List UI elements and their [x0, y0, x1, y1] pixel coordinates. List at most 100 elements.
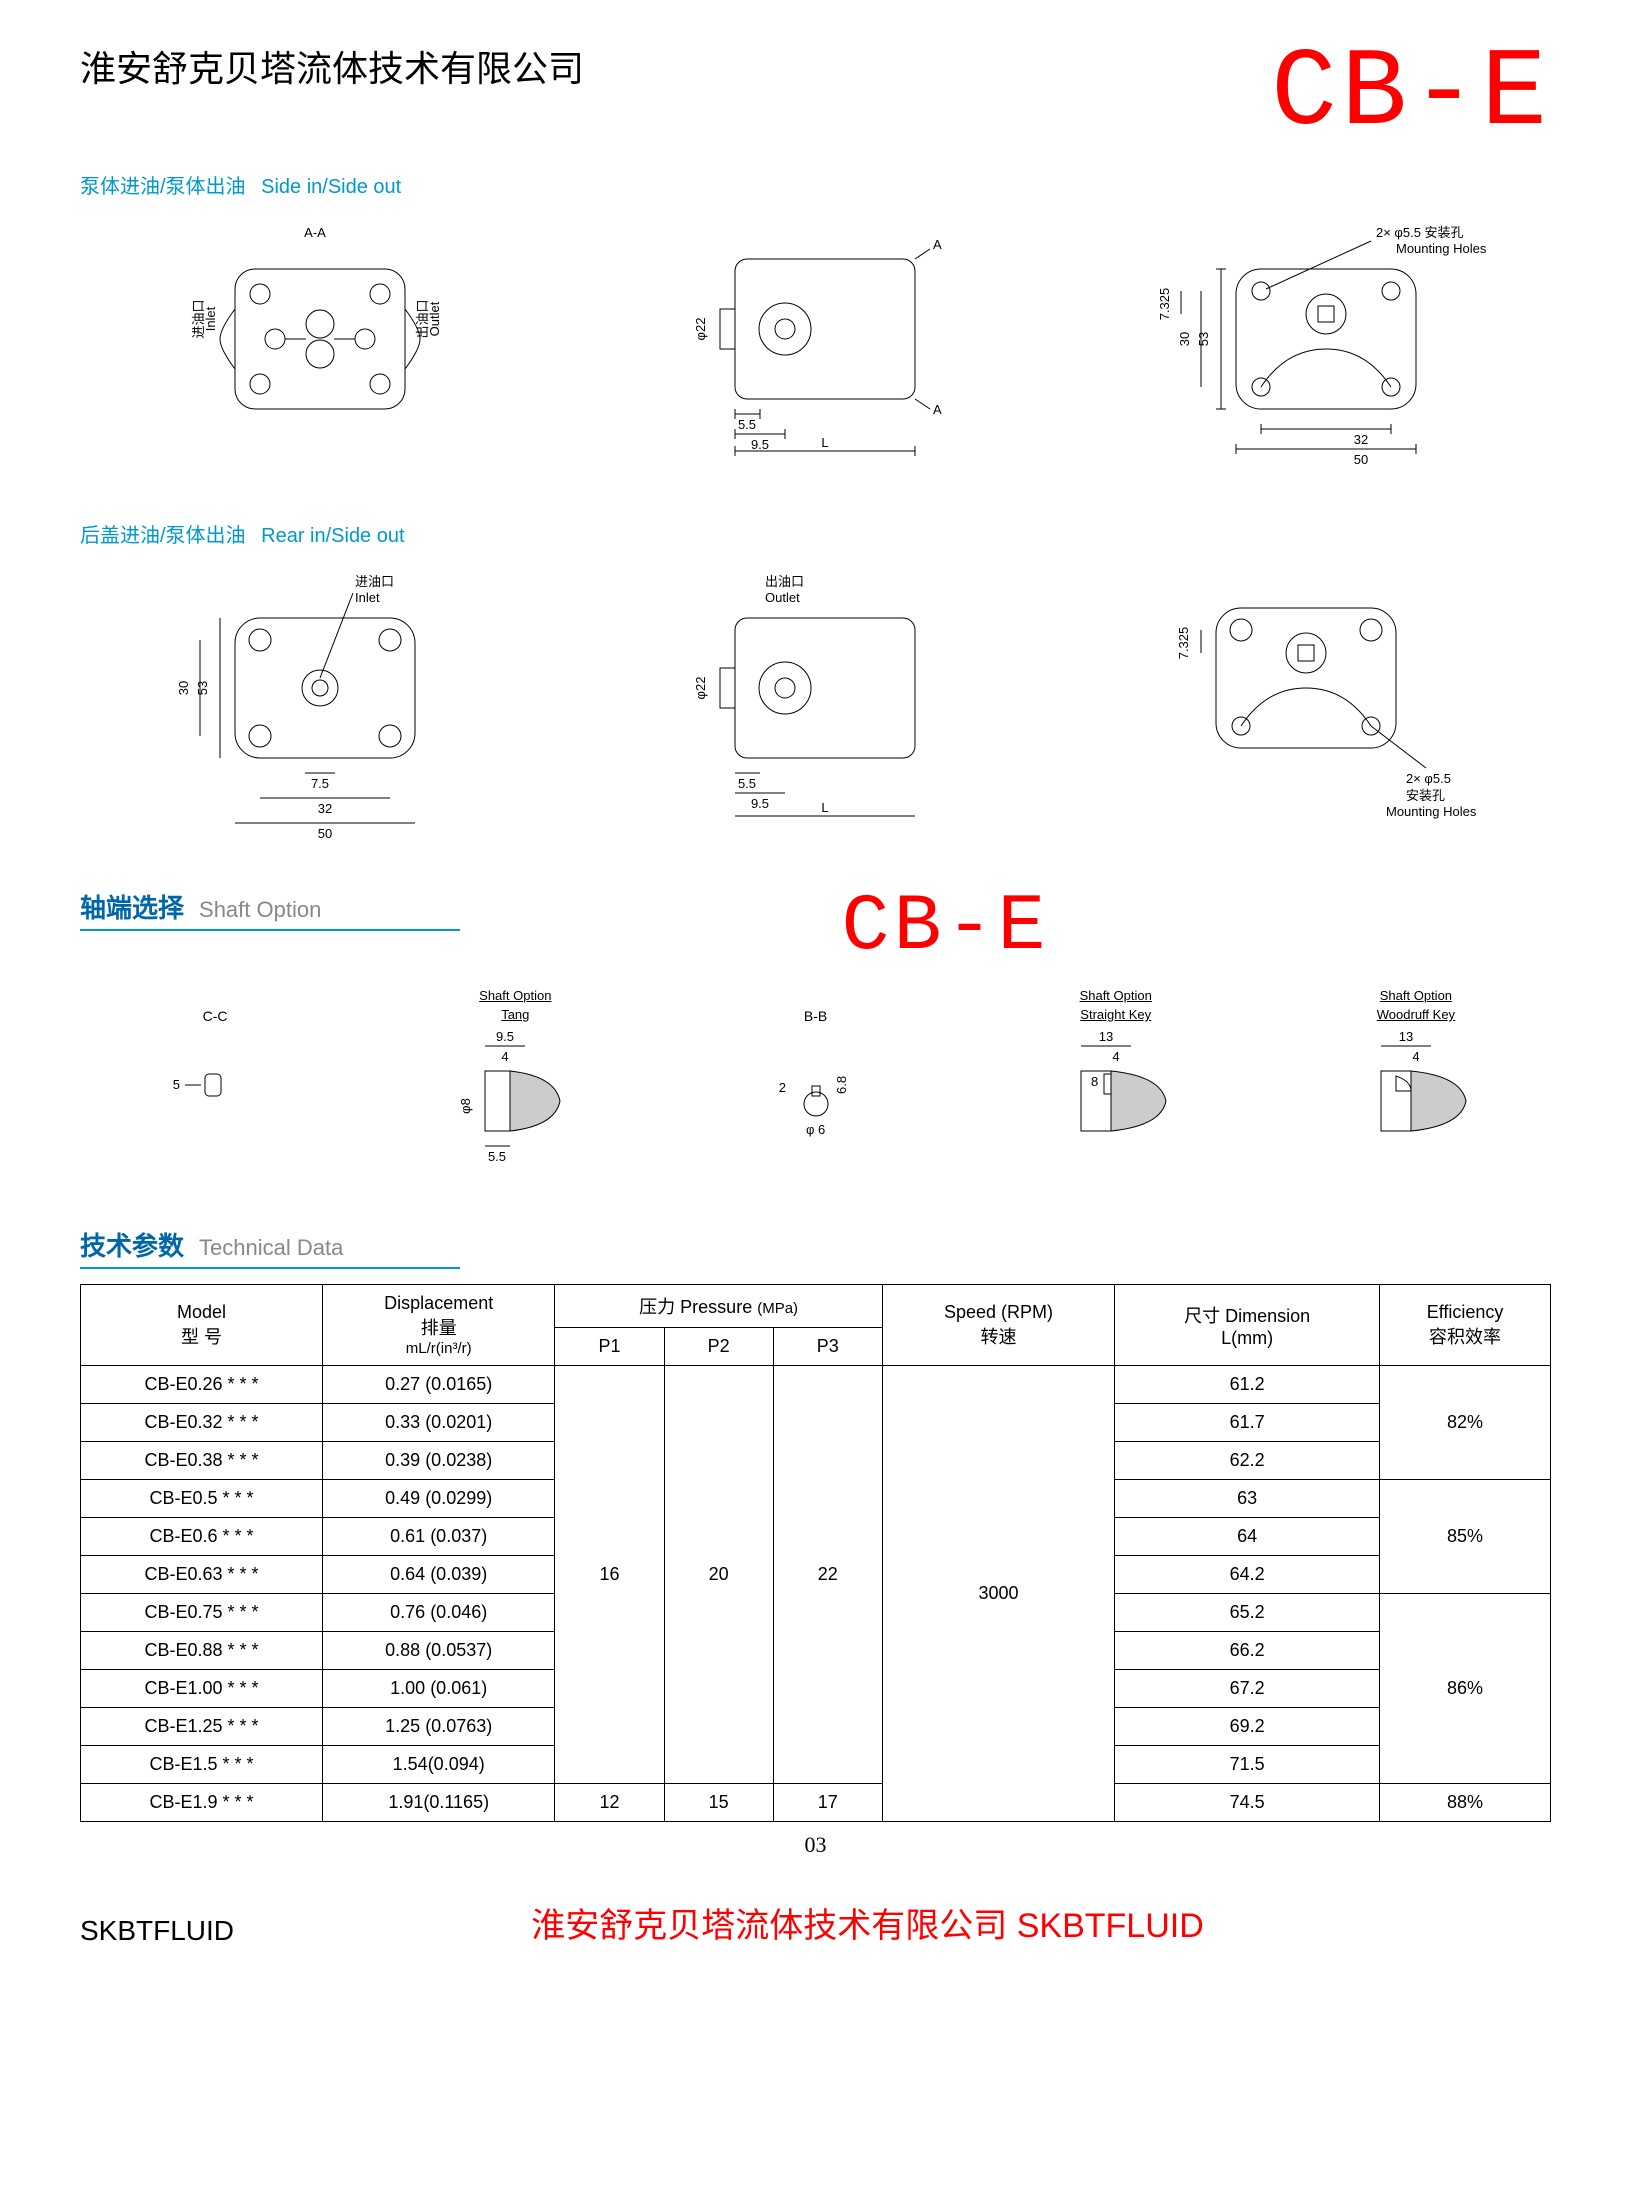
cell-model: CB-E0.5 * * *	[81, 1480, 323, 1518]
dim-L-2: L	[822, 800, 829, 815]
dim-4-s: 4	[1112, 1049, 1119, 1064]
tech-data-header: 技术参数 Technical Data	[80, 1226, 460, 1269]
company-name: 淮安舒克贝塔流体技术有限公司	[80, 40, 584, 92]
cell-displacement: 0.61 (0.037)	[322, 1518, 554, 1556]
shaft-opt-lbl-1: Shaft Option	[479, 988, 551, 1003]
shaft-option-header-row: 轴端选择 Shaft Option CB-E	[80, 888, 1551, 968]
shaft-cc-label: C-C	[203, 1008, 228, 1024]
shaft-opt-lbl-2: Shaft Option	[1080, 988, 1152, 1003]
shaft-opt-lbl-3: Shaft Option	[1380, 988, 1452, 1003]
dim-30-1: 30	[1177, 332, 1192, 346]
dim-phi8: φ8	[458, 1098, 473, 1114]
hdr-eff-cn: 容积效率	[1386, 1323, 1544, 1349]
dim-53-2: 53	[195, 681, 210, 695]
footer-company-red: 淮安舒克贝塔流体技术有限公司 SKBTFLUID	[531, 1898, 1203, 1947]
footer: SKBTFLUID 淮安舒克贝塔流体技术有限公司 SKBTFLUID	[80, 1898, 1551, 1947]
hdr-dim-en: Dimension	[1225, 1306, 1310, 1326]
cell-dimension: 64	[1115, 1518, 1380, 1556]
cell-dimension: 64.2	[1115, 1556, 1380, 1594]
hdr-speed-en: Speed (RPM)	[889, 1302, 1108, 1323]
dim-phi22-1: φ22	[693, 318, 708, 341]
hdr-model-cn: 型 号	[87, 1323, 316, 1349]
cell-dimension: 71.5	[1115, 1746, 1380, 1784]
dim-4-w: 4	[1412, 1049, 1419, 1064]
dim-7-5: 7.5	[311, 776, 329, 791]
cell-displacement: 1.54(0.094)	[322, 1746, 554, 1784]
cell-efficiency: 82%	[1380, 1366, 1551, 1480]
cell-efficiency: 88%	[1380, 1784, 1551, 1822]
technical-data-table: Model 型 号 Displacement 排量 mL/r(in³/r) 压力…	[80, 1284, 1551, 1822]
hdr-p2: P2	[664, 1328, 773, 1366]
cell-dimension: 62.2	[1115, 1442, 1380, 1480]
cell-displacement: 1.00 (0.061)	[322, 1670, 554, 1708]
inlet-en-2: Inlet	[355, 590, 380, 605]
dim-32-1: 32	[1354, 432, 1368, 447]
shaft-woodruff: Shaft Option Woodruff Key 13 4	[1281, 988, 1551, 1186]
cell-p1: 16	[555, 1366, 664, 1784]
shaft-bb: B-B 2 6.8 φ 6	[680, 988, 950, 1186]
page-number: 03	[80, 1832, 1551, 1858]
diagram-row-2: 进油口 Inlet 53 30 7.5 32 50 出油口 Outlet	[80, 568, 1551, 848]
dim-L-1: L	[822, 435, 829, 450]
mount-cn-2: 安装孔	[1406, 788, 1445, 803]
label-a-top: A	[933, 237, 942, 252]
dim-13-w: 13	[1399, 1029, 1413, 1044]
dim-13-s: 13	[1098, 1029, 1112, 1044]
hdr-pressure-cn: 压力	[639, 1297, 675, 1317]
tech-data-cn: 技术参数	[80, 1226, 184, 1263]
table-head: Model 型 号 Displacement 排量 mL/r(in³/r) 压力…	[81, 1285, 1551, 1366]
cell-model: CB-E0.75 * * *	[81, 1594, 323, 1632]
cell-model: CB-E1.00 * * *	[81, 1670, 323, 1708]
outlet-en-1: Outlet	[427, 301, 442, 336]
shaft-option-header: 轴端选择 Shaft Option	[80, 888, 460, 931]
dim-50-1: 50	[1354, 452, 1368, 467]
mount-en-1: Mounting Holes	[1396, 241, 1486, 256]
diagram-side-1: A A φ22 5.5 9.5 L	[580, 219, 1050, 479]
cell-displacement: 0.76 (0.046)	[322, 1594, 554, 1632]
cell-model: CB-E1.9 * * *	[81, 1784, 323, 1822]
cell-model: CB-E1.25 * * *	[81, 1708, 323, 1746]
cell-p2-last: 15	[664, 1784, 773, 1822]
shaft-option-en: Shaft Option	[199, 897, 321, 923]
inlet-cn-2: 进油口	[355, 574, 394, 589]
diagram-front-aa: A-A 进油口 Inlet 出油口 Outlet	[80, 219, 550, 479]
dim-6-8: 6.8	[834, 1076, 849, 1094]
cell-dimension: 61.2	[1115, 1366, 1380, 1404]
hdr-dim-unit: L(mm)	[1121, 1328, 1373, 1349]
footer-brand: SKBTFLUID	[80, 1915, 234, 1947]
diagram-mount-1: 2× φ5.5 安装孔 Mounting Holes 53 30 7.325 3…	[1081, 219, 1551, 479]
hdr-disp-en: Displacement	[329, 1293, 548, 1314]
cell-model: CB-E0.32 * * *	[81, 1404, 323, 1442]
section-side-inout-label: 泵体进油/泵体出油 Side in/Side out	[80, 170, 1551, 199]
cell-displacement: 1.25 (0.0763)	[322, 1708, 554, 1746]
table-body: CB-E0.26 * * *0.27 (0.0165)162022300061.…	[81, 1366, 1551, 1822]
cell-dimension: 74.5	[1115, 1784, 1380, 1822]
cell-dimension: 69.2	[1115, 1708, 1380, 1746]
shaft-tang-label: Tang	[501, 1007, 529, 1022]
cell-dimension: 67.2	[1115, 1670, 1380, 1708]
cell-efficiency: 86%	[1380, 1594, 1551, 1784]
cell-dimension: 61.7	[1115, 1404, 1380, 1442]
inlet-en-1: Inlet	[203, 306, 218, 331]
hdr-dim-cn: 尺寸	[1184, 1306, 1220, 1326]
shaft-option-cn: 轴端选择	[80, 888, 184, 925]
outlet-cn-2: 出油口	[765, 574, 804, 589]
cell-displacement: 0.88 (0.0537)	[322, 1632, 554, 1670]
hdr-speed-cn: 转速	[889, 1323, 1108, 1349]
mount-en-2: Mounting Holes	[1386, 804, 1477, 819]
cell-p1-last: 12	[555, 1784, 664, 1822]
dim-phi6: φ 6	[806, 1122, 825, 1137]
shaft-diagram-row: C-C 5 Shaft Option Tang 9.5 4 φ8 5.5 B-B…	[80, 988, 1551, 1186]
diagram-rear-mount: 进油口 Inlet 53 30 7.5 32 50	[80, 568, 550, 848]
hdr-model-en: Model	[87, 1302, 316, 1323]
shaft-straight: Shaft Option Straight Key 13 4 8	[981, 988, 1251, 1186]
cell-model: CB-E0.63 * * *	[81, 1556, 323, 1594]
hdr-pressure-en: Pressure	[680, 1297, 752, 1317]
dim-53-1: 53	[1196, 332, 1211, 346]
dim-9-5-1: 9.5	[751, 437, 769, 452]
cell-dimension: 63	[1115, 1480, 1380, 1518]
hdr-pressure-unit: (MPa)	[757, 1300, 798, 1317]
shaft-bb-label: B-B	[804, 1008, 827, 1024]
hdr-p3: P3	[773, 1328, 882, 1366]
diagram-side-2: 出油口 Outlet φ22 5.5 9.5 L	[580, 568, 1050, 848]
